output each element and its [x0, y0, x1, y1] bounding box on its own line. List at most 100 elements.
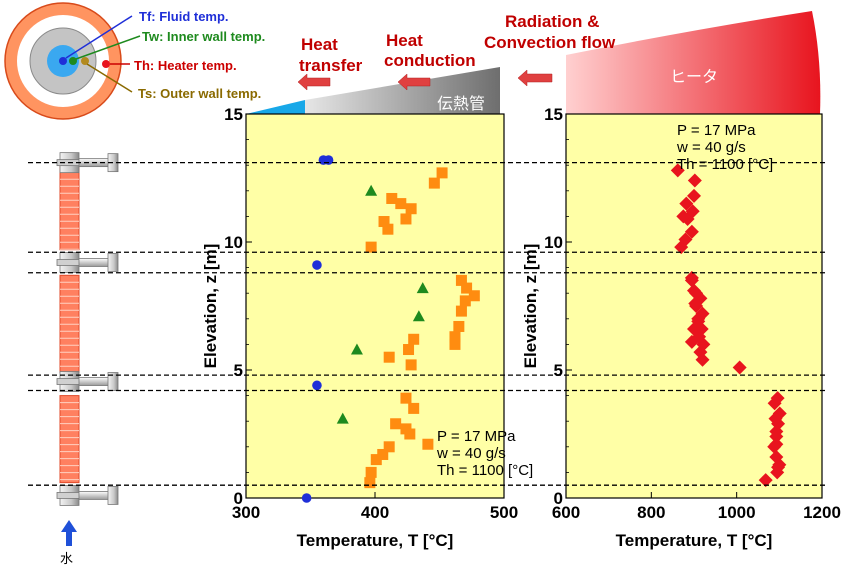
- heat-transfer-label-line2: transfer: [299, 56, 363, 75]
- y-tick-label: 10: [224, 233, 243, 252]
- reference-lines: [28, 161, 826, 486]
- outer_wall-point: [383, 441, 395, 453]
- tube-wedge: [305, 67, 500, 114]
- outer_wall-point: [408, 402, 420, 414]
- y-tick-label: 0: [554, 489, 563, 508]
- outer_wall-point: [449, 331, 461, 343]
- outer_wall-point: [365, 241, 377, 253]
- x-tick-label: 1000: [718, 503, 756, 522]
- x-tick-label: 500: [490, 503, 518, 522]
- outer_wall-point: [468, 290, 480, 302]
- outer_wall-point: [395, 198, 407, 210]
- heater-point: [769, 424, 784, 439]
- heater-point: [684, 270, 699, 285]
- test-section-schematic: 水: [56, 152, 119, 566]
- inner_wall-point: [416, 282, 429, 294]
- heater-point: [769, 437, 784, 452]
- outer_wall-point: [422, 438, 434, 450]
- arrow-radiation: [517, 69, 553, 87]
- outer_wall-point: [461, 282, 473, 294]
- y-tick-label: 0: [234, 489, 243, 508]
- heater-point: [768, 411, 783, 426]
- inner_wall-point: [336, 412, 349, 424]
- water-inlet-arrow: [61, 520, 77, 546]
- pipe-stub: [78, 258, 110, 267]
- legend-outer-wall-label: Ts: Outer wall temp.: [138, 86, 261, 101]
- heater-point: [676, 209, 691, 224]
- heater-point: [758, 473, 773, 488]
- outer_wall-point: [404, 428, 416, 440]
- outer_wall-point: [386, 192, 398, 204]
- heat-transfer-label-line1: Heat: [301, 35, 338, 54]
- heater-point: [771, 460, 786, 475]
- condition-annotation-line: w = 40 g/s: [676, 139, 746, 156]
- condition-annotation-line: Th = 1100 [°C]: [677, 156, 773, 173]
- outer_wall-point: [436, 167, 448, 179]
- x-tick-label: 400: [361, 503, 389, 522]
- heater-point: [769, 450, 784, 465]
- heater-point: [670, 163, 685, 178]
- outer_wall-point: [455, 274, 467, 286]
- x-tick-label: 800: [637, 503, 665, 522]
- pipe-stub-flange: [107, 486, 119, 505]
- right-plot-panel: 600 800 1000 1200 0 5 10 15 Temperature, T [°C] E…: [521, 105, 841, 550]
- fluid-point: [323, 155, 334, 165]
- x-axis-label: Temperature, T [°C]: [297, 531, 454, 550]
- heater-point: [687, 188, 701, 203]
- pipe-flange: [56, 492, 83, 499]
- outer_wall-point: [370, 454, 382, 466]
- outer_wall-point: [400, 213, 412, 225]
- pipe-stub-flange: [107, 253, 119, 272]
- heater-point: [679, 196, 694, 211]
- left-plot-panel: 300 400 500 0 5 10 15 Temperature, T [°C] Elevat…: [201, 105, 533, 550]
- heater-point: [684, 334, 699, 349]
- pipe-stub: [78, 377, 110, 386]
- outer_wall-point: [403, 344, 415, 356]
- radiation-label-line1: Radiation &: [505, 12, 599, 31]
- y-tick-label: 15: [544, 105, 563, 124]
- legend-inner-wall-label: Tw: Inner wall temp.: [142, 29, 265, 44]
- outer_wall-point: [405, 359, 417, 371]
- y-tick-label: 15: [224, 105, 243, 124]
- legend-fluid-label: Tf: Fluid temp.: [139, 9, 229, 24]
- outer-wall-point-marker: [81, 57, 89, 65]
- fluid-strip: [246, 100, 305, 114]
- inner_wall-point: [365, 184, 378, 196]
- y-tick-label: 5: [554, 361, 563, 380]
- y-tick-label: 10: [544, 233, 563, 252]
- heat-flow-banner: 伝熱管 ヒータ Heat transfer Heat conduction Ra…: [246, 11, 821, 114]
- x-axis-label: Temperature, T [°C]: [616, 531, 773, 550]
- condition-annotation-line: Th = 1100 [°C]: [437, 462, 533, 479]
- outer_wall-point: [405, 203, 417, 215]
- outer_wall-point: [400, 392, 412, 404]
- x-tick-label: 1200: [803, 503, 841, 522]
- outer_wall-point: [459, 295, 471, 307]
- heater-point: [770, 391, 785, 406]
- arrow-heat-transfer: [297, 73, 331, 91]
- heat-conduction-label-line2: conduction: [384, 51, 476, 70]
- pipe-flange: [56, 378, 83, 385]
- radiation-label-line2: Convection flow: [484, 33, 616, 52]
- heater-wedge: [566, 11, 821, 114]
- outer_wall-point: [378, 216, 390, 228]
- heater-label: ヒータ: [670, 68, 718, 86]
- pipe-flange: [56, 259, 83, 266]
- outer_wall-point: [449, 338, 461, 350]
- heat-conduction-label-line1: Heat: [386, 31, 423, 50]
- legend-heater-label: Th: Heater temp.: [134, 58, 237, 73]
- cross-section-diagram: Tf: Fluid temp. Tw: Inner wall temp. Th:…: [4, 2, 265, 120]
- outer_wall-point: [365, 466, 377, 478]
- heater-point: [732, 360, 747, 375]
- inner_wall-point: [350, 343, 363, 355]
- outer_wall-point: [377, 448, 389, 460]
- fluid-point: [301, 493, 312, 503]
- heater-block: [59, 395, 80, 484]
- outer_wall-point: [408, 333, 420, 345]
- heater-point: [689, 286, 704, 301]
- heater-point: [691, 311, 706, 326]
- y-tick-label: 5: [234, 361, 243, 380]
- heater-point: [685, 204, 700, 219]
- heater-point: [688, 296, 703, 311]
- outer_wall-point: [390, 418, 402, 430]
